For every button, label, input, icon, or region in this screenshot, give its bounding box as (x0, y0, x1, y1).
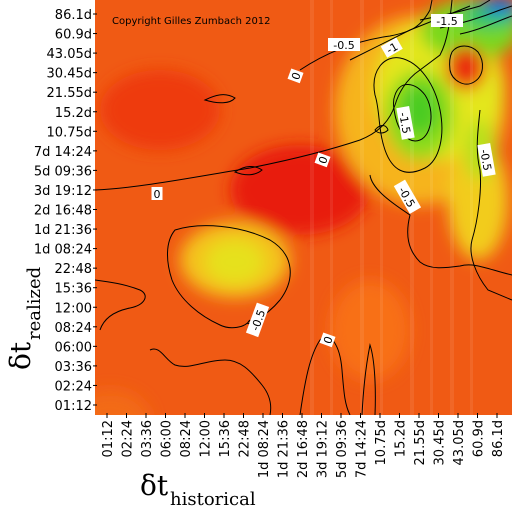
x-tick-label: 10.75d (374, 420, 389, 465)
contour-label-text: 0 (154, 188, 161, 201)
y-tick-label: 86.1d (55, 8, 92, 23)
x-tick-label: 7d 14:24 (355, 420, 370, 478)
contour-label: -1.5 (431, 14, 463, 28)
contour-label-text: 0 (321, 335, 336, 346)
y-axis-subscript: realized (24, 267, 45, 340)
contour-zero-lower (95, 279, 146, 331)
contour-label-bg (287, 68, 304, 84)
contour-zero-right (369, 174, 512, 276)
y-tick-label: 30.45d (47, 67, 92, 82)
contour-label: 0 (314, 152, 331, 168)
y-axis-ticks: 01:12 02:24 03:36 06:00 08:24 12:00 15:36 22:48… (34, 8, 97, 414)
y-tick-label: 02:24 (55, 379, 92, 394)
x-axis-subscript: historical (170, 489, 256, 510)
y-tick-label: 1d 21:36 (34, 223, 92, 238)
contour-neg15-center (393, 84, 432, 142)
y-tick-label: 06:00 (55, 340, 92, 355)
x-tick-label: 22:48 (238, 420, 253, 457)
contour-label-text: -1.5 (436, 15, 457, 28)
contour-label: -1.5 (396, 106, 415, 140)
x-tick-label: 5d 09:36 (335, 420, 350, 478)
contour-label: 0 (151, 187, 163, 201)
contour-neg05-right (470, 109, 512, 301)
y-tick-label: 10.75d (47, 125, 92, 140)
y-tick-label: 60.9d (55, 28, 92, 43)
y-tick-label: 21.55d (47, 86, 92, 101)
contour-neg05-blob (167, 225, 291, 329)
y-tick-label: 08:24 (55, 321, 92, 336)
x-tick-label: 86.1d (491, 420, 506, 457)
y-tick-label: 12:00 (55, 301, 92, 316)
copyright-text: Copyright Gilles Zumbach 2012 (112, 16, 271, 27)
contour-label-text: 0 (316, 155, 331, 166)
x-tick-label: 3d 19:12 (316, 420, 331, 478)
y-tick-label: 3d 19:12 (34, 184, 92, 199)
contour-label-bg (151, 187, 163, 200)
contour-label-bg (396, 106, 415, 140)
x-tick-label: 1d 08:24 (257, 420, 272, 478)
x-axis-symbol: δt (140, 469, 169, 502)
x-tick-label: 12:00 (199, 420, 214, 457)
contour-label-bg (393, 179, 422, 214)
y-tick-label: 01:12 (55, 399, 92, 414)
y-tick-label: 22:48 (55, 262, 92, 277)
y-tick-label: 2d 16:48 (34, 204, 92, 219)
contour-label-bg (319, 332, 336, 348)
y-tick-label: 15.2d (55, 106, 92, 121)
contour-label-bg (314, 152, 331, 168)
x-tick-label: 06:00 (160, 420, 175, 457)
contour-label-bg (431, 14, 463, 27)
contour-neg15-top (419, 0, 491, 21)
x-tick-label: 30.45d (433, 420, 448, 465)
x-tick-label: 01:12 (101, 420, 116, 457)
contour-label-text: -0.5 (477, 148, 494, 171)
x-tick-label: 1d 21:36 (277, 420, 292, 478)
contour-label: 0 (319, 332, 336, 348)
y-tick-label: 03:36 (55, 360, 92, 375)
y-tick-label: 15:36 (55, 282, 92, 297)
x-tick-label: 15:36 (218, 420, 233, 457)
contour-label-text: -1.5 (396, 111, 413, 134)
x-tick-label: 08:24 (179, 420, 194, 457)
x-tick-label: 02:24 (121, 420, 136, 457)
contour-label: 0 (287, 68, 304, 84)
y-tick-label: 43.05d (47, 47, 92, 62)
y-tick-label: 1d 08:24 (34, 243, 92, 258)
y-tick-label: 7d 14:24 (34, 145, 92, 160)
y-axis-label: δt realized (4, 267, 45, 370)
contour-label-bg (328, 38, 360, 51)
heatmap-field (95, 0, 512, 415)
contour-label-text: 0 (289, 71, 304, 82)
y-axis-symbol: δt (4, 341, 37, 370)
x-tick-label: 43.05d (452, 420, 467, 465)
contour-label: -0.5 (328, 38, 360, 52)
contour-red-spot (449, 45, 483, 85)
x-tick-label: 60.9d (472, 420, 487, 457)
contour-label: -1 (380, 37, 403, 58)
contour-label: -0.5 (477, 143, 496, 177)
x-tick-label: 21.55d (413, 420, 428, 465)
contour-labels: -1.5-0.5 -10-1.50-0.50-0.5-0.50 (151, 14, 496, 348)
y-tick-label: 5d 09:36 (34, 164, 92, 179)
x-tick-label: 2d 16:48 (296, 420, 311, 478)
contour-label-text: -0.5 (333, 39, 354, 52)
x-tick-label: 03:36 (140, 420, 155, 457)
contour-zero-main (95, 0, 453, 191)
x-tick-label: 15.2d (394, 420, 409, 457)
contour-neg05-upper (299, 0, 433, 71)
x-axis-label: δt historical (140, 469, 256, 510)
contour-label-bg (245, 302, 270, 338)
contour-label-bg (380, 37, 403, 58)
contour-neg05-center (373, 57, 443, 173)
x-axis-ticks: 01:12 02:24 03:36 06:00 08:24 12:00 15:36 22:48… (101, 413, 506, 478)
contour-label-bg (477, 143, 496, 177)
